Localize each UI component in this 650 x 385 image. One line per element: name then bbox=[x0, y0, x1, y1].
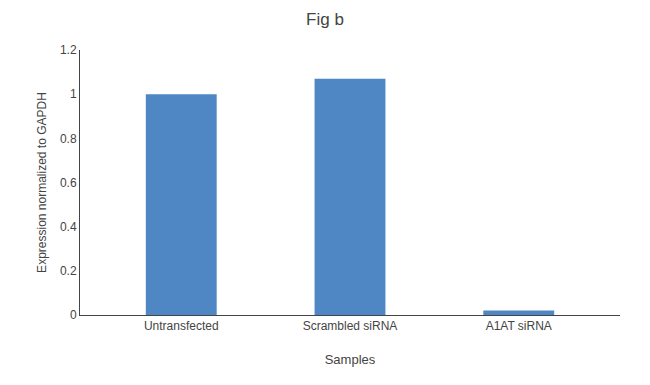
svg-text:0: 0 bbox=[70, 308, 77, 322]
svg-text:0.6: 0.6 bbox=[60, 176, 77, 190]
svg-text:Fig b: Fig b bbox=[306, 10, 344, 29]
svg-text:Samples: Samples bbox=[325, 352, 376, 367]
svg-text:Untransfected: Untransfected bbox=[144, 319, 219, 333]
svg-text:1.2: 1.2 bbox=[60, 43, 77, 57]
svg-text:1: 1 bbox=[70, 87, 77, 101]
svg-text:0.8: 0.8 bbox=[60, 132, 77, 146]
svg-text:0.2: 0.2 bbox=[60, 264, 77, 278]
svg-text:A1AT siRNA: A1AT siRNA bbox=[486, 319, 552, 333]
svg-text:Scrambled siRNA: Scrambled siRNA bbox=[303, 319, 398, 333]
svg-text:0.4: 0.4 bbox=[60, 220, 77, 234]
svg-text:Expression normalized to GAPDH: Expression normalized to GAPDH bbox=[35, 92, 49, 273]
